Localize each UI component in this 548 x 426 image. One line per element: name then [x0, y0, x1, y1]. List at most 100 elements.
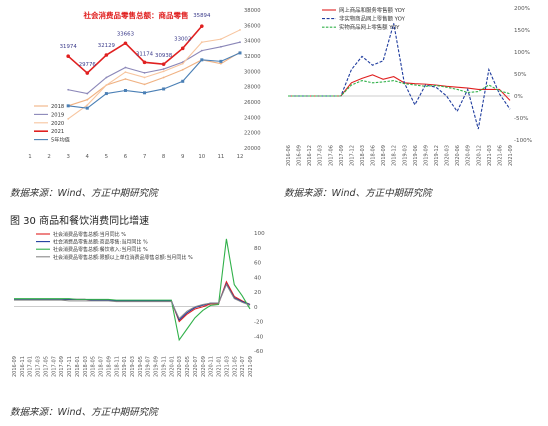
chart3-x-tick-label: 2020-07: [193, 356, 199, 377]
chart2-x-tick-label: 2017-12: [349, 145, 355, 166]
chart1-legend-label: 2020: [51, 121, 64, 127]
chart1-y-axis: 20000 22000 24000 26000 28000 30000 32000 34000…: [244, 8, 261, 152]
chart1-y-tick-label: 32000: [244, 54, 261, 60]
chart3-y-tick-label: 0: [254, 305, 258, 311]
chart1-point-2020: [143, 76, 146, 79]
chart3-x-tick-label: 2016-11: [20, 356, 26, 377]
chart1-x-tick-label: 11: [217, 154, 224, 160]
chart2-x-tick-label: 2018-12: [392, 145, 398, 166]
chart1-point-2019: [162, 68, 165, 70]
chart2-legend-label: 网上商品和服务零售额 YOY: [339, 6, 406, 14]
chart1-point-2020: [181, 62, 184, 65]
chart3-x-tick-label: 2016-09: [12, 356, 18, 377]
chart2-series-1-line: [288, 74, 511, 101]
chart1-series-2020-line: [67, 29, 241, 120]
chart3-x-tick-label: 2020-03: [177, 356, 183, 377]
chart2-x-axis: 2016-06 2016-09 2016-12 2017-03 2017-06 2017-…: [286, 145, 514, 166]
chart1-x-tick-label: 10: [198, 154, 205, 160]
chart2-y-tick-label: 0%: [514, 94, 523, 100]
chart2-x-tick-label: 2017-09: [339, 145, 345, 166]
chart3-x-tick-label: 2018-11: [114, 356, 120, 377]
chart1-point-2019: [220, 45, 222, 48]
chart1-point-2018: [143, 83, 146, 86]
chart3-x-tick-label: 2021-09: [248, 356, 254, 377]
chart2-x-tick-label: 2020-06: [455, 145, 461, 166]
chart1-legend-label: 2019: [51, 112, 64, 118]
chart1-point-2018: [220, 62, 222, 65]
chart3-legend-label: 社会消费品零售总额:限额以上单位消费品零售总额:当月同比 %: [53, 254, 193, 261]
chart1-point-2019: [239, 41, 241, 44]
online-retail-yoy-chart: 200%150%100%50%0%-50%-100% 2016-06 2016-0…: [286, 6, 532, 166]
chart1-point-2020: [200, 41, 203, 44]
chart1-point-2020: [220, 38, 222, 41]
chart3-x-tick-label: 2020-01: [169, 356, 175, 377]
chart1-point-2020: [239, 29, 241, 31]
chart3-x-tick-label: 2018-03: [83, 356, 89, 377]
chart1-x-tick-label: 8: [162, 154, 166, 160]
chart1-x-tick-label: 5: [105, 154, 108, 160]
chart2-x-tick-label: 2021-09: [508, 145, 514, 166]
chart1-point-2018: [86, 98, 89, 101]
chart1-y-tick-label: 38000: [244, 8, 261, 14]
chart1-point-5yr: [85, 106, 89, 110]
chart1-series-group: [66, 24, 242, 120]
chart2-x-tick-label: 2017-03: [318, 145, 324, 166]
chart2-x-tick-label: 2019-12: [434, 145, 440, 166]
chart1-x-tick-label: 6: [124, 154, 128, 160]
chart2-x-tick-label: 2020-09: [466, 145, 472, 166]
chart1-point-2021: [161, 62, 166, 66]
chart1-point-2021: [66, 54, 70, 58]
chart1-point-2019: [67, 88, 70, 91]
chart1-point-5yr: [200, 58, 204, 62]
chart2-x-tick-label: 2019-03: [402, 145, 408, 166]
retail-goods-seasonal-chart: 社会消费品零售总额：商品零售 20000 22000 24000 26000 28000…: [28, 8, 261, 160]
chart1-series-2018-line: [68, 51, 241, 107]
chart1-x-tick-label: 3: [66, 154, 69, 160]
chart1-x-tick-label: 12: [237, 154, 244, 160]
chart1-y-tick-label: 26000: [244, 100, 261, 106]
chart1-y-tick-label: 34000: [244, 39, 261, 45]
chart3-x-tick-label: 2020-09: [201, 356, 207, 377]
chart2-y-tick-label: 200%: [514, 6, 530, 12]
chart1-data-label: 29776: [79, 62, 97, 68]
chart1-data-label: 35894: [193, 13, 211, 19]
chart1-point-2018: [162, 76, 165, 79]
chart3-y-tick-label: 60: [254, 261, 262, 267]
chart1-x-tick-label: 9: [181, 154, 185, 160]
chart3-x-tick-label: 2021-03: [224, 356, 230, 377]
chart1-y-tick-label: 30000: [244, 69, 261, 75]
chart3-y-tick-label: 100: [254, 231, 265, 237]
chart1-series-2019-line: [68, 41, 241, 95]
chart3-y-tick-label: 40: [254, 275, 262, 281]
chart3-x-tick-label: 2020-11: [209, 356, 215, 377]
chart1-point-2020: [86, 104, 89, 106]
chart2-y-tick-label: 100%: [514, 50, 530, 56]
chart2-series-group: [288, 23, 511, 130]
chart3-x-tick-label: 2020-05: [185, 356, 191, 377]
chart1-point-2018: [181, 68, 184, 71]
chart1-point-5yr: [219, 59, 223, 63]
chart2-x-tick-label: 2021-06: [497, 145, 503, 166]
chart1-point-2020: [124, 71, 127, 73]
chart3-x-tick-label: 2018-05: [91, 356, 97, 377]
chart3-x-tick-label: 2019-05: [138, 356, 144, 377]
chart2-x-tick-label: 2016-12: [307, 145, 313, 166]
chart2-x-tick-label: 2016-09: [297, 145, 303, 166]
chart1-point-5yr: [162, 87, 166, 91]
chart2-x-tick-label: 2019-09: [423, 145, 429, 166]
chart2-x-tick-label: 2021-03: [487, 145, 493, 166]
chart3-x-tick-label: 2017-03: [36, 356, 42, 377]
chart2-y-tick-label: -100%: [514, 138, 532, 144]
chart2-x-tick-label: 2018-03: [360, 145, 366, 166]
chart2-x-tick-label: 2018-09: [381, 145, 387, 166]
chart1-point-2020: [67, 117, 70, 120]
chart3-y-tick-label: -60: [254, 349, 264, 355]
chart2-legend-label: 实物商品网上零售额 YOY: [339, 23, 400, 31]
chart1-point-2021: [85, 71, 90, 75]
chart2-y-axis: 200% 150% 100% 50% 0% -50% -100%: [514, 6, 532, 144]
chart1-y-tick-label: 22000: [244, 131, 261, 137]
